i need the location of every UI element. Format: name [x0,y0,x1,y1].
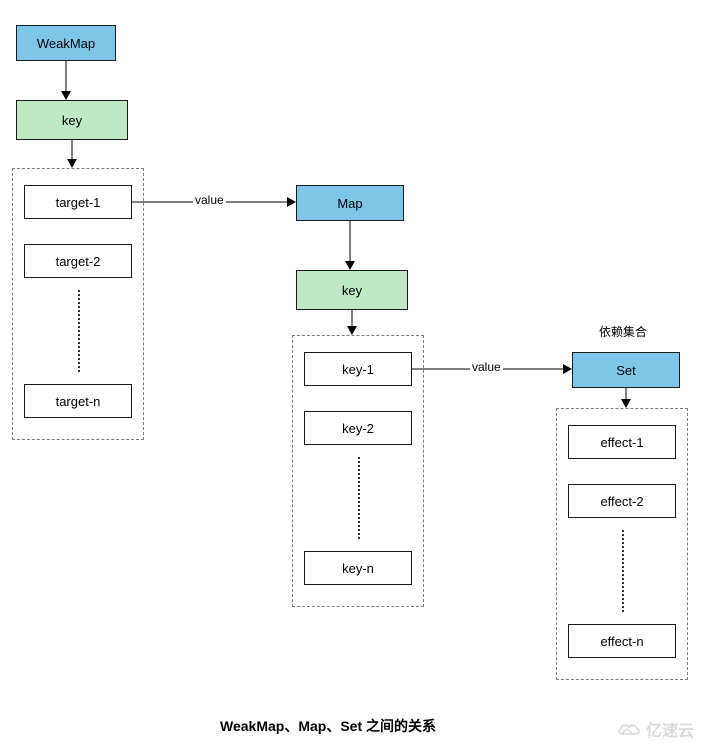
set-title: 依赖集合 [597,323,649,340]
effect-1-node: effect-1 [568,425,676,459]
key1-node: key [16,100,128,140]
watermark: 亿速云 [616,717,694,741]
key-1-label: key-1 [342,362,374,377]
key-2-node: key-2 [304,411,412,445]
key-1-node: key-1 [304,352,412,386]
value-label-2: value [470,360,503,374]
target-2-node: target-2 [24,244,132,278]
arrow-weakmap-to-key [65,61,67,100]
target-n-node: target-n [24,384,132,418]
map-label: Map [337,196,362,211]
effect-n-label: effect-n [600,634,643,649]
map-node: Map [296,185,404,221]
effect-1-label: effect-1 [600,435,643,450]
value-label-1: value [193,193,226,207]
arrow-key2-to-keys [351,310,353,335]
key2-node: key [296,270,408,310]
key-2-label: key-2 [342,421,374,436]
weakmap-node: WeakMap [16,25,116,61]
arrow-set-to-effects [625,388,627,408]
diagram-caption: WeakMap、Map、Set 之间的关系 [220,716,436,736]
target-n-label: target-n [56,394,101,409]
effects-vdots [622,530,624,612]
target-1-node: target-1 [24,185,132,219]
key2-label: key [342,283,362,298]
target-1-label: target-1 [56,195,101,210]
effect-2-label: effect-2 [600,494,643,509]
effect-2-node: effect-2 [568,484,676,518]
effect-n-node: effect-n [568,624,676,658]
watermark-text: 亿速云 [646,717,694,741]
arrow-key1-to-targets [71,140,73,168]
cloud-icon [616,720,642,738]
arrow-map-to-key2 [349,221,351,270]
weakmap-label: WeakMap [37,36,95,51]
set-node: Set [572,352,680,388]
key-n-label: key-n [342,561,374,576]
key1-label: key [62,113,82,128]
target-2-label: target-2 [56,254,101,269]
keys-vdots [358,457,360,539]
set-label: Set [616,363,636,378]
targets-vdots [78,290,80,372]
key-n-node: key-n [304,551,412,585]
